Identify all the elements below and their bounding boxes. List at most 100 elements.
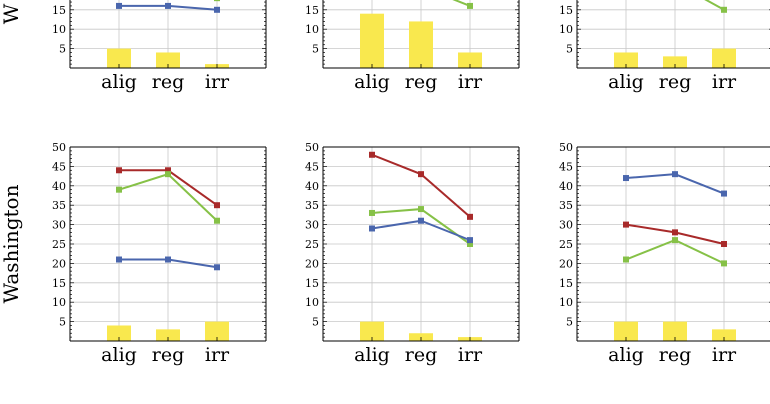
- x-tick-label: alig: [101, 71, 137, 93]
- x-tick-label: irr: [712, 71, 737, 93]
- y-tick-label: 15: [559, 4, 573, 17]
- series-point: [116, 167, 122, 174]
- x-tick-label: alig: [101, 344, 137, 366]
- y-tick-label: 10: [52, 23, 66, 36]
- gridlines: [323, 146, 519, 341]
- y-tick-label: 15: [305, 4, 319, 17]
- y-tick-label: 15: [305, 277, 319, 290]
- x-tick-label: irr: [458, 71, 483, 93]
- x-tick-label: alig: [608, 71, 644, 93]
- y-tick-label: 10: [52, 296, 66, 309]
- y-tick-labels: 5 10 15 20 25 30 35 40 45 50: [559, 141, 573, 329]
- series-point: [467, 237, 473, 244]
- y-tick-label: 45: [305, 160, 319, 173]
- series-point: [214, 217, 220, 224]
- x-tick-labels: alig reg irr: [354, 71, 483, 93]
- series-point: [418, 217, 424, 224]
- y-tick-labels: 5 10 15: [559, 4, 573, 56]
- chart-panel: 5 10 15 alig reg irr: [559, 0, 770, 93]
- x-tick-label: reg: [659, 71, 692, 93]
- x-tick-label: irr: [458, 344, 483, 366]
- series-point: [418, 171, 424, 178]
- minor-ticks: [323, 146, 519, 342]
- line-series: [623, 237, 727, 267]
- series-point: [116, 2, 122, 9]
- bar: [156, 329, 180, 341]
- bar: [712, 329, 736, 341]
- row-label-top: W: [0, 3, 23, 24]
- bar: [409, 21, 433, 68]
- gridlines: [577, 146, 770, 341]
- bar: [663, 56, 687, 68]
- x-tick-label: reg: [405, 71, 438, 93]
- y-tick-labels: 5 10 15 20 25 30 35 40 45 50: [305, 141, 319, 329]
- bar: [107, 325, 131, 341]
- series-point: [165, 171, 171, 178]
- y-tick-label: 15: [52, 4, 66, 17]
- series-point: [623, 256, 629, 263]
- series-point: [214, 6, 220, 13]
- line-series: [369, 217, 473, 244]
- bar: [156, 52, 180, 68]
- chart-panel: 5 10 15 alig reg irr: [305, 0, 520, 93]
- series-line: [704, 0, 725, 11]
- x-tick-label: reg: [152, 71, 185, 93]
- y-tick-label: 5: [566, 316, 573, 329]
- bar: [614, 321, 638, 341]
- x-tick-label: reg: [152, 344, 185, 366]
- x-tick-label: irr: [205, 71, 230, 93]
- y-tick-label: 25: [52, 238, 66, 251]
- x-tick-label: irr: [712, 344, 737, 366]
- y-tick-label: 30: [52, 219, 66, 232]
- line-series: [116, 171, 220, 224]
- bar: [360, 13, 384, 68]
- series-point: [672, 229, 678, 236]
- chart-panel: 5 10 15 20 25 30 35 40 45 50 alig reg irr: [305, 141, 520, 366]
- bar-series: [614, 321, 736, 341]
- line-series: [369, 206, 473, 247]
- bar: [205, 321, 229, 341]
- chart-panel: 5 10 15 20 25 30 35 40 45 50 alig reg irr: [559, 141, 770, 366]
- series-point: [369, 225, 375, 232]
- series-point: [467, 2, 473, 9]
- series-point: [467, 241, 473, 247]
- series-point: [116, 186, 122, 193]
- series-point: [214, 264, 220, 271]
- y-tick-label: 30: [559, 219, 573, 232]
- series-point: [214, 202, 220, 209]
- y-tick-label: 50: [559, 141, 573, 154]
- y-tick-label: 45: [559, 160, 573, 173]
- y-tick-label: 15: [559, 277, 573, 290]
- series-point: [369, 209, 375, 216]
- x-tick-labels: alig reg irr: [608, 344, 737, 366]
- line-series: [623, 171, 727, 197]
- y-tick-label: 40: [305, 180, 319, 193]
- minor-ticks: [70, 146, 266, 342]
- series-point: [721, 190, 727, 197]
- line-series: [116, 256, 220, 271]
- series-point: [672, 237, 678, 244]
- y-tick-label: 15: [52, 277, 66, 290]
- y-tick-label: 5: [566, 43, 573, 56]
- bar-series: [614, 48, 736, 68]
- y-tick-label: 20: [305, 257, 319, 270]
- y-tick-label: 25: [559, 238, 573, 251]
- series-point: [418, 206, 424, 213]
- series-point: [369, 151, 375, 158]
- series-point: [623, 221, 629, 228]
- y-tick-label: 10: [559, 23, 573, 36]
- x-tick-labels: alig reg irr: [101, 344, 230, 366]
- series-point: [721, 241, 727, 247]
- y-tick-label: 10: [305, 296, 319, 309]
- line-series: [369, 151, 473, 220]
- series-point: [214, 0, 220, 2]
- bar: [107, 48, 131, 68]
- y-tick-label: 35: [52, 199, 66, 212]
- bar: [712, 48, 736, 68]
- bar: [360, 321, 384, 341]
- row-label-washington: Washington: [0, 184, 23, 303]
- line-series: [116, 2, 220, 13]
- x-tick-label: reg: [659, 344, 692, 366]
- line-series: [214, 0, 220, 2]
